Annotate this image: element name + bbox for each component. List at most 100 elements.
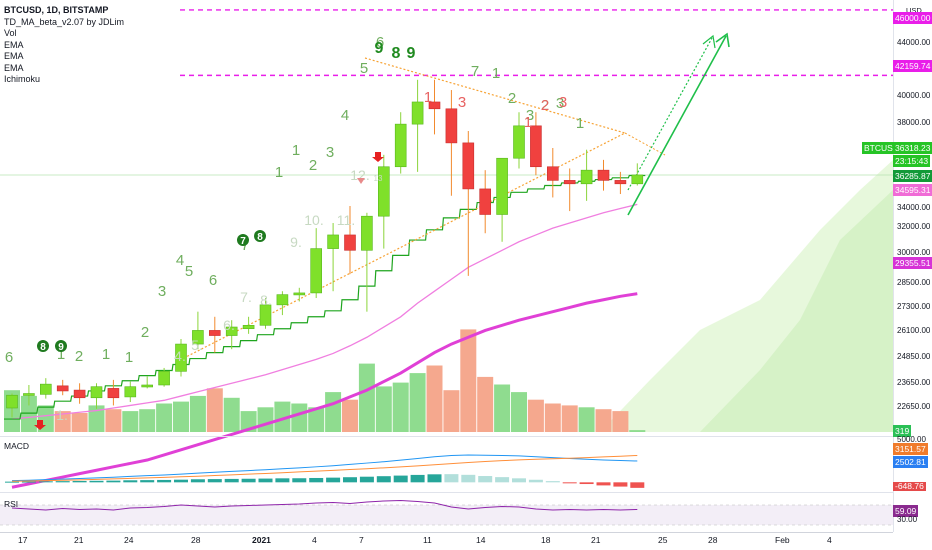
pane-divider[interactable] [0,436,893,437]
candle-body [327,234,339,249]
td-setup-circle [55,340,67,352]
macd-histogram-bar [292,478,307,483]
candle-body [513,125,525,159]
volume-bar [342,399,358,432]
volume-tag: 319 [893,425,912,437]
time-label: 4 [827,535,832,545]
signal-tag: 3151.57 [893,443,928,455]
macd-histogram-bar [528,479,543,483]
td-count-green: 7 [471,63,479,80]
macd-histogram-bar [309,477,324,483]
time-label: 21 [591,535,601,545]
td-count-red: 3 [458,94,466,111]
rsi-label[interactable]: RSI [4,499,19,509]
td-count-green: 3 [326,144,334,161]
ema-fast-tag: 36285.87 [893,170,932,182]
td-count-faded: 10. [304,212,323,228]
price-tick: 32000.00 [897,222,931,231]
macd-histogram-bar [21,481,36,483]
volume-bar [392,382,409,432]
projection-arrow-dotted [627,37,713,191]
signal-line [11,454,638,482]
td-count-faded: 9. [290,234,302,250]
macd-histogram-bar [427,474,442,483]
indicator-ema-2[interactable]: EMA [4,51,24,61]
rsi-tag: 59.09 [893,505,919,517]
candle-body [445,108,458,144]
td-count-faded: 4. [174,348,186,364]
macd-histogram-bar [393,475,408,483]
indicator-legend: BTCUSD, 1D, BITSTAMP TD_MA_beta_v2.07 by… [4,5,124,86]
indicator-ichimoku[interactable]: Ichimoku [4,74,41,84]
time-label: 7 [359,535,364,545]
macd-line [11,454,638,482]
macd-histogram-bar [410,474,425,483]
time-label: 28 [708,535,718,545]
volume-bar [291,403,308,432]
time-label: 4 [312,535,317,545]
price-tick: 44000.00 [897,38,931,47]
triangle-tail-line [624,132,666,156]
indicator-vol[interactable]: Vol [4,28,17,38]
td-count-green: 1 [102,346,110,363]
candle-body [107,388,120,399]
td-count-green: 1 [275,164,283,181]
td-count-green: 1 [292,142,300,159]
volume-bar [20,395,37,432]
td-count-green: 6 [5,349,13,366]
pane-divider[interactable] [0,492,893,493]
volume-bar [477,376,494,432]
volume-bar [494,384,511,432]
td-count-red: 1 [424,89,432,106]
symbol-tag: BTCUSD [862,142,901,154]
macd-label[interactable]: MACD [4,441,30,451]
price-tick: 30000.00 [897,248,931,257]
macd-histogram-bar [106,480,121,483]
indicator-ema-3[interactable]: EMA [4,62,24,73]
volume-bar [54,411,71,432]
level-tag-top: 46000.00 [893,12,932,24]
macd-histogram-bar [38,481,53,483]
macd-histogram-bar [224,478,239,483]
volume-bar [629,430,646,432]
indicator-td-ma[interactable]: TD_MA_beta_v2.07 by JDLim [4,16,125,27]
candle-body [631,174,644,185]
td-setup-number: 8 [257,232,263,243]
macd-histogram-bar [275,478,290,483]
time-label: 17 [18,535,28,545]
symbol-title[interactable]: BTCUSD, 1D, BITSTAMP [4,5,109,15]
volume-bar [173,401,189,432]
price-tick: 38000.00 [897,118,931,127]
candle-body [192,330,204,345]
td-count-faded: 11. [337,212,355,228]
candle-body [580,169,593,185]
volume-bar [206,388,223,432]
td-count-green: 5 [360,60,368,77]
td-count-faded: 8. [260,292,272,308]
macd-histogram-bar [562,482,577,484]
indicator-ema-1[interactable]: EMA [4,39,24,50]
candle-body [6,394,18,409]
td-setup-number: 7 [240,236,246,247]
time-label: 2021 [252,535,271,545]
countdown-tag: 23:15:43 [893,155,931,167]
ema-slow-line [11,292,638,489]
candle-body [56,385,69,392]
candle-body [73,389,86,399]
price-tick: 26100.00 [897,326,931,335]
macd-histogram-bar [207,479,222,483]
volume-bar [511,392,527,432]
sell-signal-arrow [34,420,46,430]
price-tick: 34000.00 [897,203,931,212]
volume-bar [88,405,105,432]
td-count-green: 6 [376,34,384,51]
macd-histogram-bar [241,478,256,483]
td-count-green: 2 [75,348,83,365]
candle-body [158,371,170,386]
candle-body [597,169,610,181]
price-tick: 28500.00 [897,278,931,287]
volume-bar [527,399,544,432]
ema-mid-line [11,203,638,420]
